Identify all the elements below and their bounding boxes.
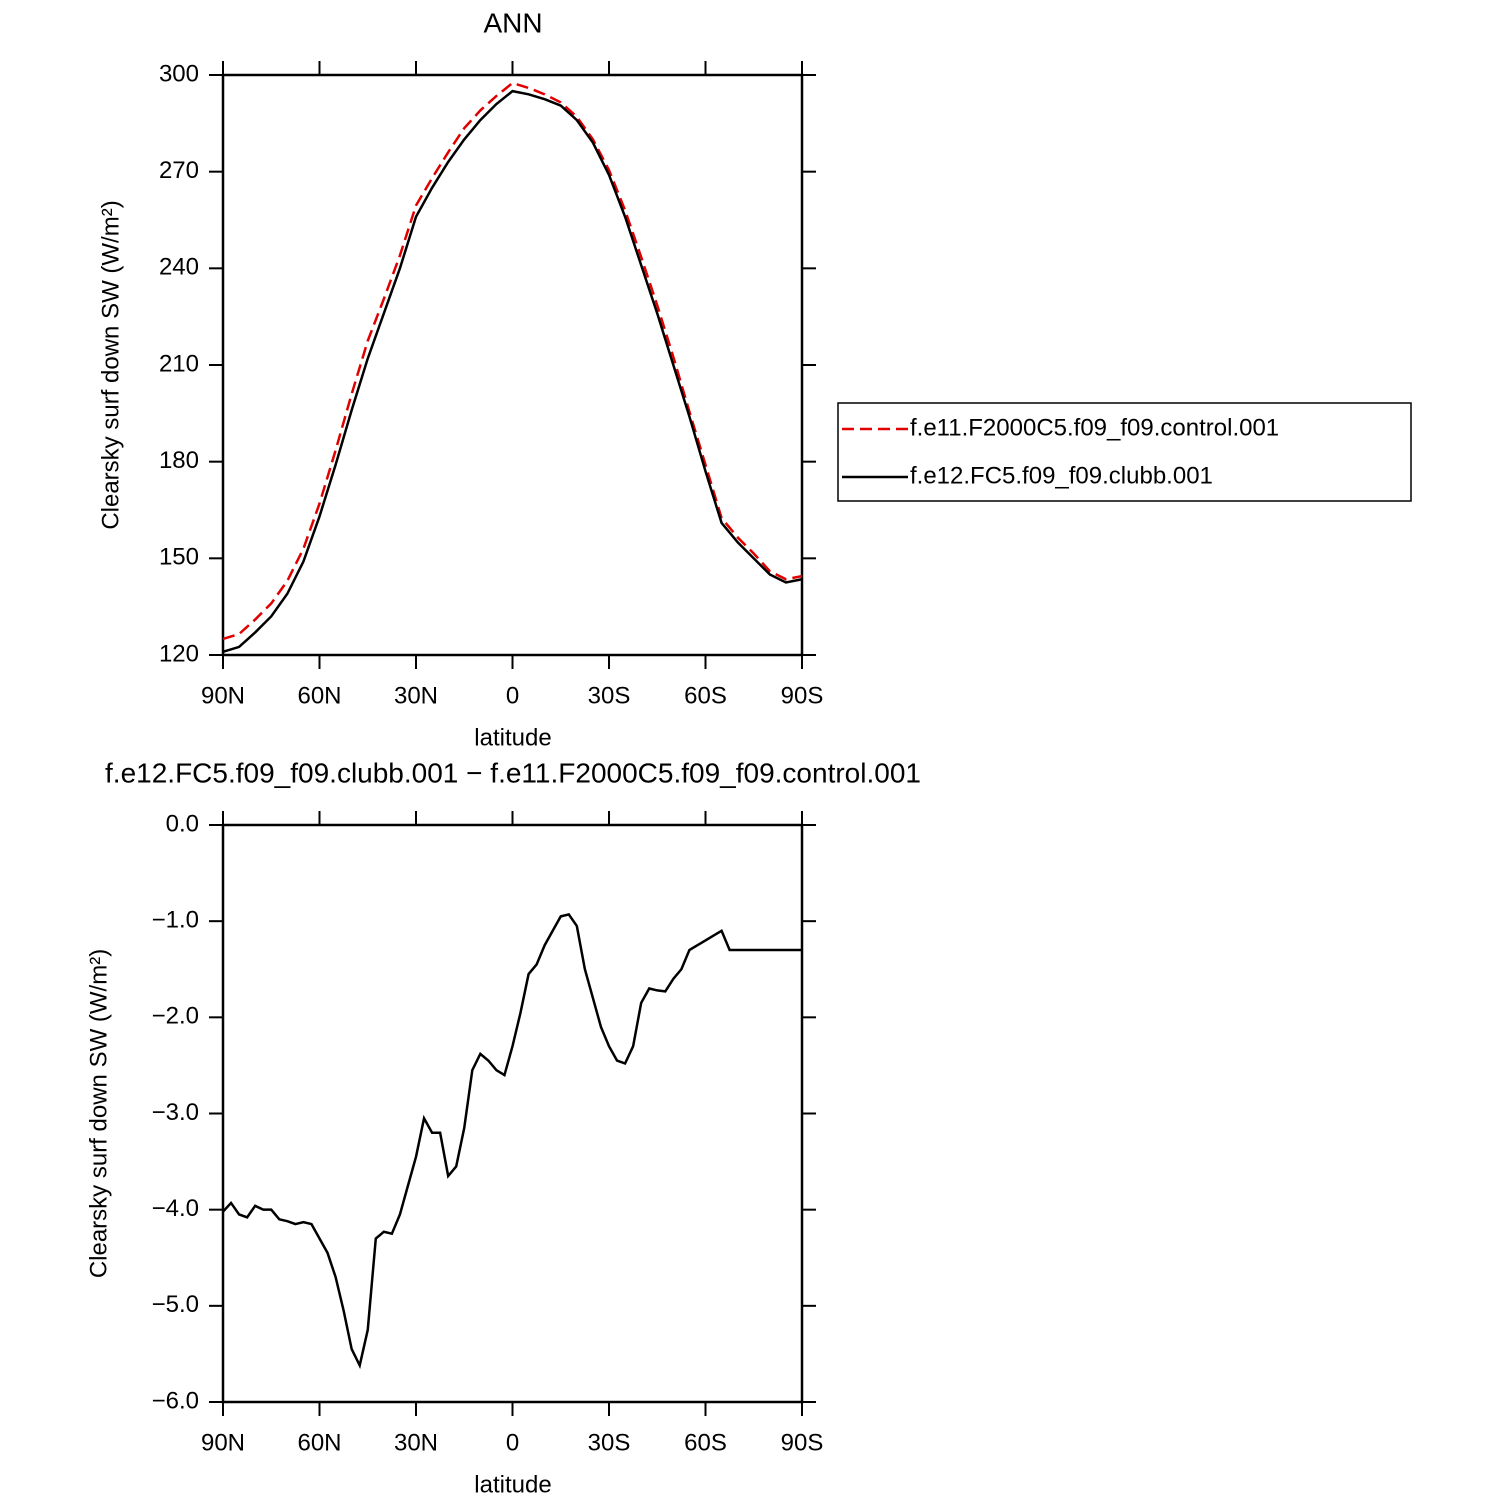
x-tick-label: 60N <box>297 1429 341 1456</box>
x-tick-label: 0 <box>506 682 519 709</box>
x-tick-label: 60N <box>297 682 341 709</box>
y-tick-label: −1.0 <box>152 907 199 934</box>
plot-frame <box>221 823 804 1404</box>
x-tick-label: 60S <box>684 1429 727 1456</box>
y-tick-label: 150 <box>159 544 199 571</box>
legend-label: f.e12.FC5.f09_f09.clubb.001 <box>910 462 1213 489</box>
panel: f.e12.FC5.f09_f09.clubb.001 − f.e11.F200… <box>85 757 921 1498</box>
data-line <box>222 913 802 1370</box>
y-tick-label: 210 <box>159 350 199 377</box>
x-tick-label: 30S <box>588 1429 631 1456</box>
panel: ANN latitude Clearsky surf down SW (W/m²) 1… <box>97 7 1412 751</box>
x-axis-label: latitude <box>474 724 551 751</box>
x-tick-label: 90N <box>201 682 245 709</box>
x-tick-label: 60S <box>684 682 727 709</box>
x-tick-label: 90N <box>201 1429 245 1456</box>
chart-title: ANN <box>483 7 542 38</box>
x-tick-label: 90S <box>781 682 824 709</box>
y-tick-label: 300 <box>159 60 199 87</box>
y-tick-label: 270 <box>159 157 199 184</box>
y-axis-label: Clearsky surf down SW (W/m²) <box>97 200 124 529</box>
y-tick-label: −3.0 <box>152 1099 199 1126</box>
x-tick-label: 30N <box>394 1429 438 1456</box>
y-tick-label: 120 <box>159 640 199 667</box>
y-tick-label: 180 <box>159 447 199 474</box>
data-line <box>222 89 803 653</box>
legend-label: f.e11.F2000C5.f09_f09.control.001 <box>910 414 1279 441</box>
y-axis-label: Clearsky surf down SW (W/m²) <box>85 949 112 1278</box>
y-tick-label: 0.0 <box>166 810 199 837</box>
x-tick-label: 0 <box>506 1429 519 1456</box>
chart-title: f.e12.FC5.f09_f09.clubb.001 − f.e11.F200… <box>105 757 921 788</box>
x-tick-label: 30S <box>588 682 631 709</box>
y-tick-label: −6.0 <box>152 1387 199 1414</box>
data-line <box>222 81 803 641</box>
legend-box <box>837 402 1412 502</box>
x-tick-label: 30N <box>394 682 438 709</box>
y-tick-label: −5.0 <box>152 1291 199 1318</box>
x-axis-label: latitude <box>474 1471 551 1498</box>
y-tick-label: −4.0 <box>152 1195 199 1222</box>
plot-frame <box>221 73 804 657</box>
x-tick-label: 90S <box>781 1429 824 1456</box>
y-tick-label: −2.0 <box>152 1003 199 1030</box>
y-tick-label: 240 <box>159 254 199 281</box>
